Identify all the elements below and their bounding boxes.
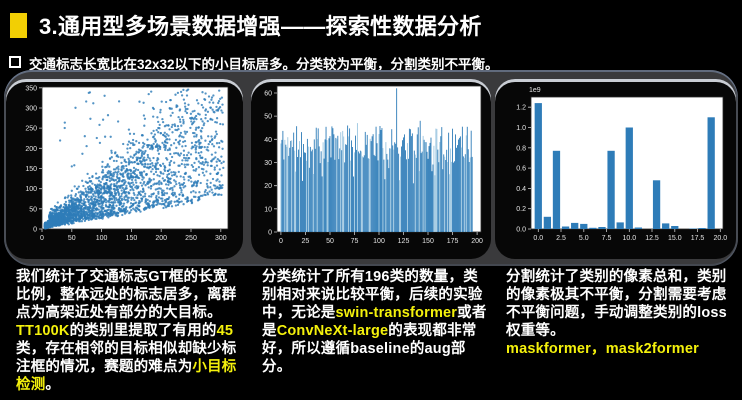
svg-text:2.5: 2.5 [556,235,566,242]
note-classification: 分类统计了所有196类的数量，类别相对来说比较平衡，后续的实验中，无论是swin… [262,268,488,376]
svg-text:5.0: 5.0 [579,235,589,242]
svg-text:1.0: 1.0 [516,125,526,132]
note-segment-yellow: swin-transformer [335,305,458,321]
svg-text:7.5: 7.5 [602,235,612,242]
svg-text:75: 75 [351,238,359,245]
svg-text:10.0: 10.0 [622,235,636,242]
svg-text:200: 200 [471,238,483,245]
svg-text:0.6: 0.6 [516,166,526,173]
note-segment-yellow: maskformer，mask2former [506,341,699,357]
svg-text:250: 250 [185,235,197,242]
svg-text:250: 250 [25,126,37,133]
note-segment-white: 分割统计了类别的像素总和，类别的像素极其不平衡，分割需要考虑不平衡问题，手动调整… [506,269,727,339]
pixel-sum-bar-chart: 0.0 2.5 5.0 7.5 10.0 12.5 15.0 17.5 20.0 0.0 0.2 0.… [495,79,736,259]
svg-text:50: 50 [264,114,272,121]
note-segment-yellow: TT100K [16,323,70,339]
page-title: 3.通用型多场景数据增强——探索性数据分析 [39,14,482,39]
scatter-plot-svg: 0 50 100 150 200 250 300 0 50 100 150 200 250 300 350 [25,85,229,242]
subtitle-row: 交通标志长宽比在32x32以下的小目标居多。分类较为平衡，分割类别不平衡。 [9,53,499,73]
svg-text:1e9: 1e9 [529,87,541,94]
svg-text:10: 10 [264,206,272,213]
svg-text:0.8: 0.8 [516,145,526,152]
svg-text:200: 200 [25,146,37,153]
svg-text:0: 0 [33,227,37,234]
note-segment-white: 或者是 [262,305,487,339]
svg-text:150: 150 [126,235,138,242]
note-segment-yellow: 小目标检测 [16,359,237,393]
svg-text:40: 40 [264,137,272,144]
svg-text:350: 350 [25,85,37,92]
svg-text:100: 100 [25,186,37,193]
svg-text:12.5: 12.5 [645,235,659,242]
svg-text:0.0: 0.0 [533,235,543,242]
svg-text:0.0: 0.0 [516,227,526,234]
svg-text:0: 0 [40,235,44,242]
gt-box-scatter-chart: 0 50 100 150 200 250 300 0 50 100 150 200 250 300 350 [6,79,243,259]
class-count-histogram-chart: 0 25 50 75 100 125 150 175 200 0 10 20 30 40 50 60 [251,79,491,259]
note-segment-yellow: 45 [216,323,234,339]
svg-text:20.0: 20.0 [713,235,727,242]
bar-plot-svg: 0 25 50 75 100 125 150 175 200 0 10 20 30 40 50 60 [264,85,483,245]
svg-text:1.2: 1.2 [516,105,526,112]
title-bullet-square-icon [10,12,27,38]
svg-text:17.5: 17.5 [691,235,705,242]
note-segmentation: 分割统计了类别的像素总和，类别的像素极其不平衡，分割需要考虑不平衡问题，手动调整… [506,268,734,358]
svg-text:150: 150 [25,166,37,173]
svg-text:0.2: 0.2 [516,206,526,213]
note-detection: 我们统计了交通标志GT框的长宽比例，整体远处的标志居多，离群点为高架近处有部分的… [16,268,242,394]
svg-text:100: 100 [96,235,108,242]
svg-text:50: 50 [68,235,76,242]
svg-text:20: 20 [264,183,272,190]
note-segment-white: 。 [45,377,61,393]
svg-text:200: 200 [155,235,167,242]
bar-plot-svg: 0.0 2.5 5.0 7.5 10.0 12.5 15.0 17.5 20.0 0.0 0.2 0.… [516,87,727,242]
svg-text:300: 300 [215,235,227,242]
title-row: 3.通用型多场景数据增强——探索性数据分析 [10,9,482,41]
svg-text:50: 50 [326,238,334,245]
svg-text:50: 50 [29,206,37,213]
subtitle-bullet-square-icon [9,56,21,68]
svg-text:30: 30 [264,160,272,167]
svg-text:0: 0 [279,238,283,245]
note-segment-white: 分类统计了所有196类的数量，类别相对来说比较平衡，后续的实验中，无论是 [262,269,483,321]
svg-text:0: 0 [268,230,272,237]
svg-text:60: 60 [264,91,272,98]
note-segment-white: 的类别里提取了有用的 [69,323,217,339]
note-segment-white: 类，存在相邻的目标相似却缺少标注框的情况，赛题的难点为 [16,341,237,375]
svg-text:300: 300 [25,106,37,113]
note-segment-white: 的表现都非常好，所以遵循baseline的aug部分。 [262,323,477,375]
svg-text:25: 25 [302,238,310,245]
svg-text:150: 150 [422,238,434,245]
subtitle: 交通标志长宽比在32x32以下的小目标居多。分类较为平衡，分割类别不平衡。 [29,57,499,72]
svg-text:100: 100 [373,238,385,245]
svg-text:175: 175 [447,238,459,245]
note-segment-white: 我们统计了交通标志GT框的长宽比例，整体远处的标志居多，离群点为高架近处有部分的… [16,269,237,321]
note-segment-yellow: ConvNeXt-large [276,323,389,339]
svg-text:125: 125 [398,238,410,245]
svg-text:15.0: 15.0 [668,235,682,242]
svg-text:0.4: 0.4 [516,186,526,193]
